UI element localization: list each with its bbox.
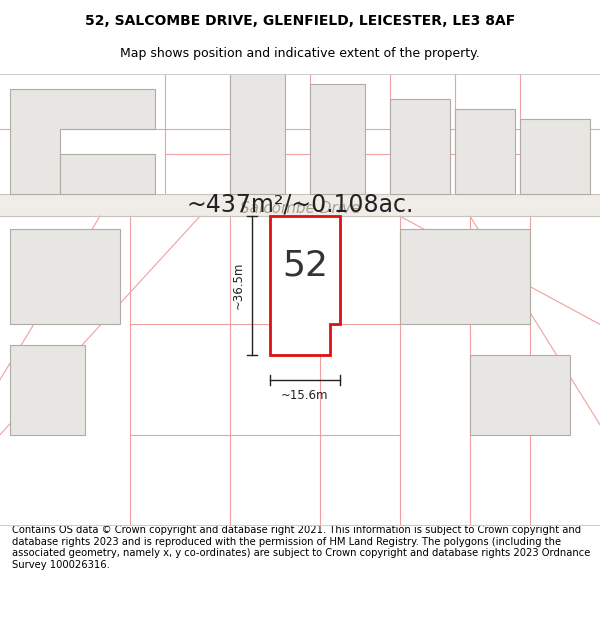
Bar [390,99,450,194]
Bar [400,229,530,324]
Text: ~15.6m: ~15.6m [281,389,329,402]
Text: Salcombe Drive: Salcombe Drive [240,201,360,216]
Bar [230,64,285,194]
Bar [520,119,590,194]
Text: 52, SALCOMBE DRIVE, GLENFIELD, LEICESTER, LE3 8AF: 52, SALCOMBE DRIVE, GLENFIELD, LEICESTER… [85,14,515,28]
Polygon shape [270,216,340,354]
Text: ~36.5m: ~36.5m [232,262,245,309]
Text: Contains OS data © Crown copyright and database right 2021. This information is : Contains OS data © Crown copyright and d… [12,525,590,570]
Bar [10,229,120,324]
Text: ~437m²/~0.108ac.: ~437m²/~0.108ac. [187,192,413,216]
Bar [10,344,85,435]
Bar [310,84,365,194]
Polygon shape [10,89,155,194]
Bar [455,109,515,194]
Bar [0,194,600,216]
Text: 52: 52 [282,248,328,282]
Bar [470,354,570,435]
Text: Map shows position and indicative extent of the property.: Map shows position and indicative extent… [120,47,480,59]
Polygon shape [60,154,155,194]
